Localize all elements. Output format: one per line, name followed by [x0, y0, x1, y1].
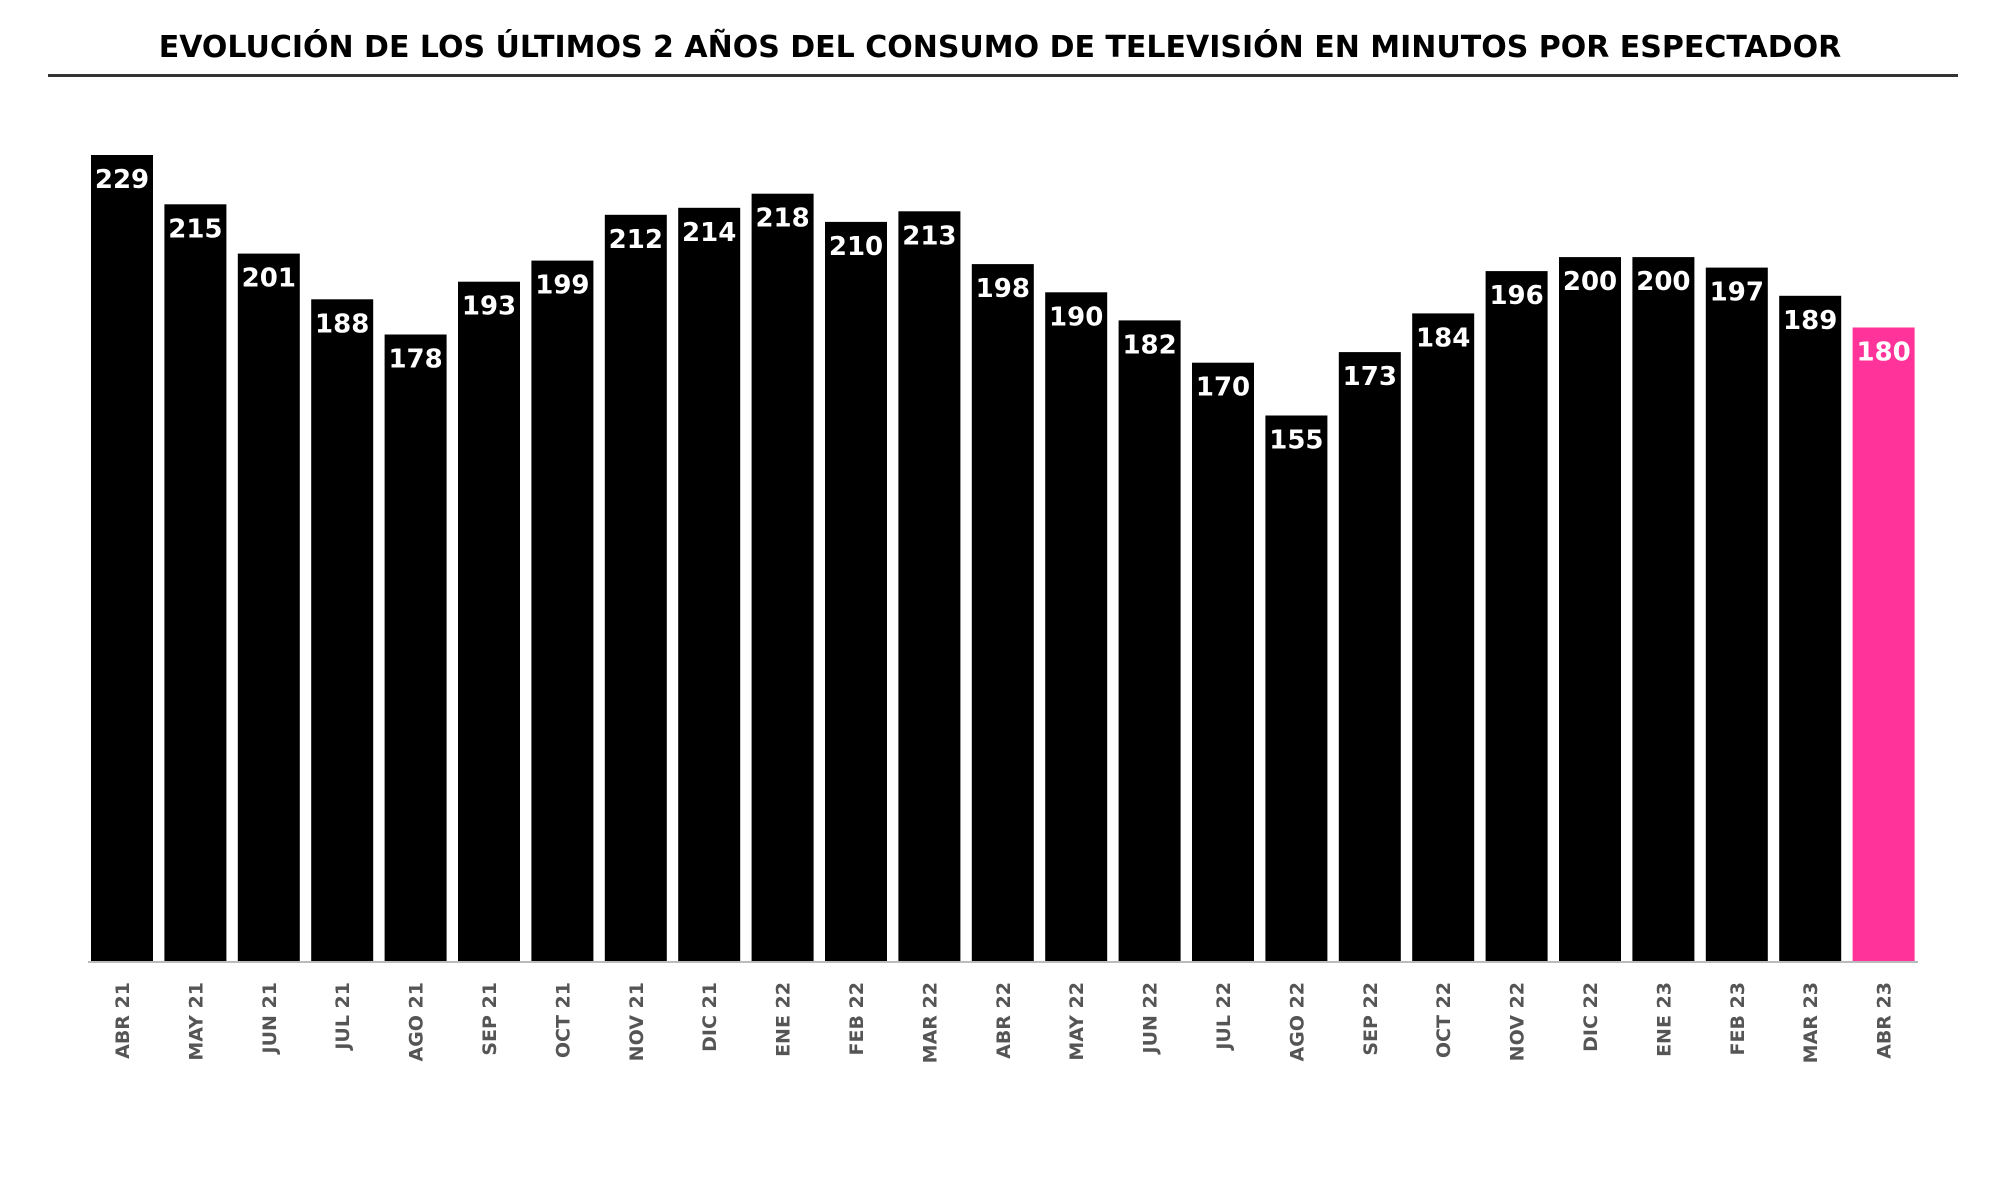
- bar-abr-21: [91, 155, 153, 961]
- x-tick-label: DIC 22: [1580, 982, 1602, 1052]
- bar-value-label: 213: [902, 221, 956, 251]
- x-tick-label: ABR 22: [993, 982, 1015, 1059]
- bar-value-label: 193: [462, 292, 516, 322]
- bar-dic-22: [1559, 257, 1621, 962]
- x-tick-label: ABR 23: [1874, 982, 1896, 1059]
- x-tick-label: DIC 21: [699, 982, 721, 1052]
- bar-oct-21: [531, 260, 594, 962]
- bar-jun-22: [1118, 320, 1181, 961]
- x-tick-label: AGO 22: [1286, 982, 1308, 1062]
- bar-value-label: 188: [315, 309, 369, 339]
- bar-value-label: 170: [1196, 373, 1250, 403]
- x-tick-label: OCT 22: [1433, 982, 1455, 1058]
- bar-value-label: 182: [1122, 330, 1176, 360]
- bar-value-label: 210: [829, 232, 883, 262]
- bar-value-label: 215: [168, 214, 222, 244]
- bar-nov-22: [1485, 271, 1548, 962]
- x-tick-label: FEB 23: [1727, 982, 1749, 1056]
- bar-value-label: 214: [682, 218, 736, 248]
- x-tick-label: MAR 23: [1800, 982, 1822, 1063]
- x-tick-label: MAY 21: [185, 982, 207, 1061]
- bar-ene-23: [1632, 257, 1695, 962]
- x-tick-label: SEP 22: [1360, 982, 1382, 1056]
- bar-sep-22: [1338, 352, 1401, 962]
- bar-value-label: 184: [1416, 323, 1470, 353]
- bar-value-label: 201: [242, 264, 296, 294]
- bar-jul-22: [1192, 362, 1254, 961]
- bar-jun-21: [237, 253, 300, 962]
- bar-value-label: 218: [755, 204, 809, 234]
- bar-abr-22: [971, 264, 1034, 962]
- bar-sep-21: [458, 281, 520, 961]
- bar-dic-21: [678, 207, 741, 962]
- x-tick-label: ENE 23: [1653, 982, 1675, 1057]
- bar-value-label: 196: [1489, 281, 1543, 311]
- x-tick-label: SEP 21: [479, 982, 501, 1056]
- x-tick-label: ABR 21: [112, 982, 134, 1059]
- bar-oct-22: [1412, 313, 1475, 961]
- x-tick-label: ENE 22: [773, 982, 795, 1057]
- x-tick-label: MAR 22: [919, 982, 941, 1063]
- bar-mar-23: [1779, 295, 1842, 961]
- x-tick-label: JUN 22: [1140, 982, 1162, 1055]
- bar-ene-22: [751, 193, 814, 961]
- bar-ago-22: [1265, 415, 1328, 961]
- bar-may-21: [164, 204, 227, 962]
- x-tick-label: AGO 21: [406, 982, 428, 1062]
- bar-value-label: 178: [388, 345, 442, 375]
- bar-value-label: 190: [1049, 302, 1103, 332]
- bar-feb-23: [1705, 267, 1768, 962]
- bar-value-label: 198: [976, 274, 1030, 304]
- bar-value-label: 200: [1563, 267, 1617, 297]
- bar-value-label: 229: [95, 165, 149, 195]
- bar-abr-23: [1852, 327, 1915, 961]
- bar-value-label: 180: [1856, 338, 1910, 368]
- bar-value-label: 189: [1783, 306, 1837, 336]
- bar-mar-22: [898, 211, 961, 962]
- x-tick-label: JUL 21: [332, 982, 354, 1052]
- bar-value-label: 173: [1343, 362, 1397, 392]
- bar-value-label: 197: [1710, 278, 1764, 308]
- bar-value-label: 200: [1636, 267, 1690, 297]
- x-tick-label: JUN 21: [259, 982, 281, 1055]
- x-tick-label: NOV 21: [626, 982, 648, 1061]
- bar-ago-21: [384, 334, 447, 961]
- x-tick-label: OCT 21: [552, 982, 574, 1058]
- chart-title: EVOLUCIÓN DE LOS ÚLTIMOS 2 AÑOS DEL CONS…: [158, 30, 1842, 65]
- x-tick-label: NOV 22: [1507, 982, 1529, 1061]
- bar-value-label: 155: [1269, 426, 1323, 456]
- x-tick-label: FEB 22: [846, 982, 868, 1056]
- x-tick-label: JUL 22: [1213, 982, 1235, 1052]
- title-divider: [48, 74, 1958, 77]
- x-tick-label: MAY 22: [1066, 982, 1088, 1061]
- bar-value-label: 199: [535, 271, 589, 301]
- bar-nov-21: [604, 214, 667, 962]
- bar-feb-22: [825, 221, 887, 961]
- bar-may-22: [1045, 292, 1108, 961]
- bar-value-label: 212: [609, 225, 663, 255]
- bar-jul-21: [311, 299, 374, 961]
